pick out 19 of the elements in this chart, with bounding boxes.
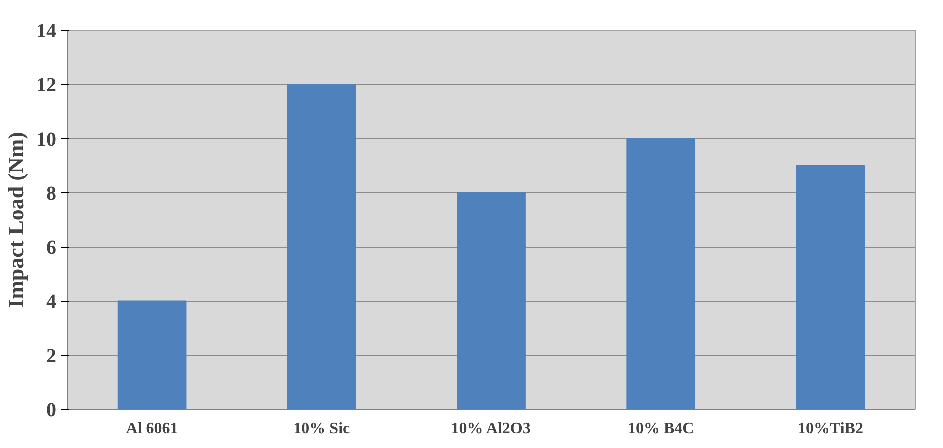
x-tick-label: 10% Sic — [294, 420, 350, 438]
y-axis-title: Impact Load (Nm) — [4, 132, 28, 308]
y-tick-label: 4 — [46, 291, 56, 314]
y-tick-label: 2 — [46, 345, 56, 368]
bar — [457, 192, 526, 410]
x-tick-label: 10%TiB2 — [798, 420, 864, 438]
x-tick-label: 10% B4C — [628, 420, 694, 438]
bar — [118, 300, 187, 410]
y-tick-label: 14 — [36, 20, 56, 42]
x-tick-label: Al 6061 — [126, 420, 178, 438]
x-tick-label: 10% Al2O3 — [451, 420, 531, 438]
y-tick-label: 6 — [46, 237, 56, 260]
bar — [287, 84, 356, 410]
y-tick-label: 0 — [46, 400, 56, 422]
bar — [626, 138, 696, 410]
bar — [796, 165, 866, 410]
y-tick-label: 10 — [36, 128, 56, 151]
y-tick-label: 12 — [36, 74, 56, 97]
y-tick-label: 8 — [46, 182, 56, 205]
